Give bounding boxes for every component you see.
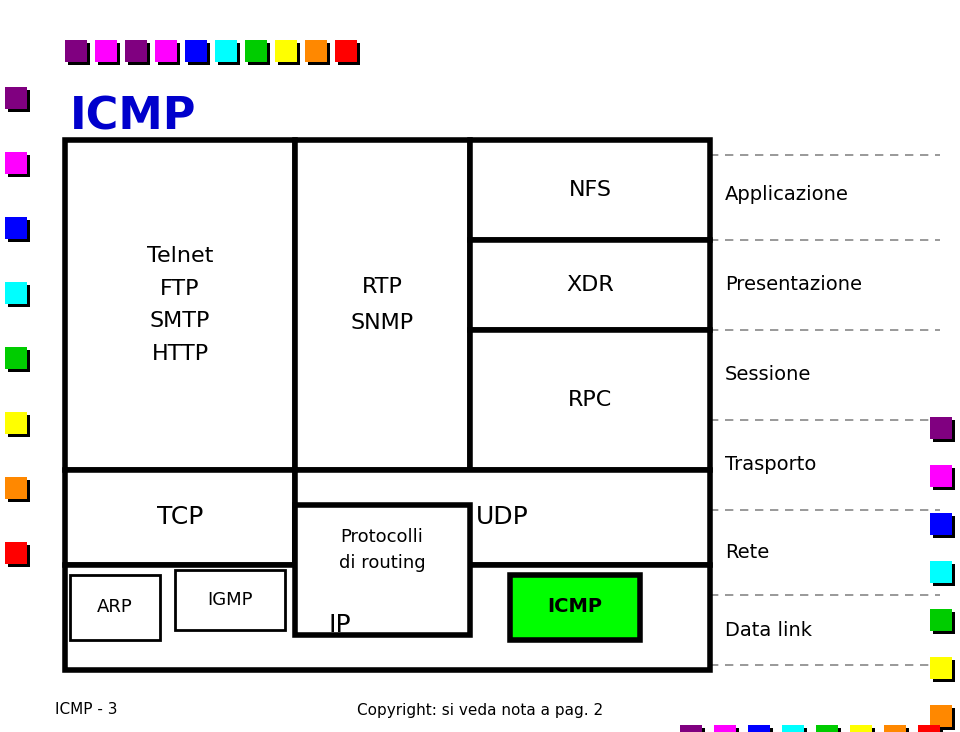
Bar bbox=[933, 708, 955, 730]
Text: Rete: Rete bbox=[725, 543, 769, 562]
Text: ICMP - 3: ICMP - 3 bbox=[55, 703, 117, 717]
Bar bbox=[248, 43, 270, 65]
Bar bbox=[295, 140, 470, 470]
Bar bbox=[8, 350, 30, 372]
Bar bbox=[819, 728, 841, 732]
Bar bbox=[278, 43, 300, 65]
Text: Presentazione: Presentazione bbox=[725, 275, 862, 294]
Bar bbox=[816, 725, 838, 732]
Bar bbox=[65, 140, 295, 470]
Bar bbox=[510, 575, 640, 640]
Bar bbox=[930, 417, 952, 439]
Bar bbox=[5, 217, 27, 239]
Text: UDP: UDP bbox=[475, 505, 528, 529]
Bar bbox=[65, 565, 710, 670]
Bar bbox=[850, 725, 872, 732]
Bar bbox=[8, 480, 30, 502]
Bar bbox=[853, 728, 875, 732]
Bar bbox=[5, 412, 27, 434]
Bar bbox=[5, 152, 27, 174]
Bar bbox=[128, 43, 150, 65]
Text: NFS: NFS bbox=[568, 180, 612, 200]
Bar bbox=[8, 415, 30, 437]
Bar bbox=[680, 725, 702, 732]
Bar bbox=[308, 43, 330, 65]
Text: IGMP: IGMP bbox=[207, 591, 252, 609]
Bar bbox=[215, 40, 237, 62]
Bar bbox=[884, 725, 906, 732]
Bar bbox=[8, 220, 30, 242]
Bar bbox=[65, 40, 87, 62]
Bar bbox=[717, 728, 739, 732]
Bar bbox=[8, 90, 30, 112]
Text: IP: IP bbox=[328, 613, 351, 637]
Text: ICMP: ICMP bbox=[70, 95, 197, 138]
Bar bbox=[175, 570, 285, 630]
Text: XDR: XDR bbox=[566, 275, 613, 295]
Bar bbox=[65, 470, 295, 565]
Bar bbox=[470, 140, 710, 240]
Bar bbox=[8, 285, 30, 307]
Text: RPC: RPC bbox=[568, 390, 612, 410]
Bar bbox=[5, 347, 27, 369]
Bar bbox=[245, 40, 267, 62]
Bar bbox=[785, 728, 807, 732]
Bar bbox=[275, 40, 297, 62]
Bar bbox=[8, 545, 30, 567]
Bar bbox=[470, 330, 710, 470]
Bar bbox=[930, 609, 952, 631]
Bar bbox=[933, 660, 955, 682]
Bar bbox=[930, 705, 952, 727]
Bar bbox=[930, 657, 952, 679]
Bar bbox=[5, 282, 27, 304]
Bar bbox=[5, 87, 27, 109]
Bar bbox=[305, 40, 327, 62]
Bar bbox=[8, 155, 30, 177]
Bar bbox=[748, 725, 770, 732]
Bar bbox=[930, 561, 952, 583]
Bar bbox=[295, 505, 470, 635]
Bar bbox=[930, 513, 952, 535]
Text: TCP: TCP bbox=[156, 505, 204, 529]
Text: ARP: ARP bbox=[97, 598, 132, 616]
Bar bbox=[933, 516, 955, 538]
Text: Telnet
FTP
SMTP
HTTP: Telnet FTP SMTP HTTP bbox=[147, 246, 213, 365]
Bar bbox=[70, 575, 160, 640]
Bar bbox=[98, 43, 120, 65]
Bar bbox=[714, 725, 736, 732]
Bar bbox=[470, 240, 710, 330]
Text: RTP
SNMP: RTP SNMP bbox=[350, 277, 414, 333]
Text: Copyright: si veda nota a pag. 2: Copyright: si veda nota a pag. 2 bbox=[357, 703, 603, 717]
Bar bbox=[188, 43, 210, 65]
Bar bbox=[918, 725, 940, 732]
Bar bbox=[887, 728, 909, 732]
Bar bbox=[335, 40, 357, 62]
Bar bbox=[158, 43, 180, 65]
Bar bbox=[95, 40, 117, 62]
Bar bbox=[185, 40, 207, 62]
Bar bbox=[933, 468, 955, 490]
Bar bbox=[5, 542, 27, 564]
Text: Protocolli
di routing: Protocolli di routing bbox=[339, 529, 425, 572]
Bar bbox=[782, 725, 804, 732]
Bar bbox=[933, 564, 955, 586]
Text: Sessione: Sessione bbox=[725, 365, 811, 384]
Text: ICMP: ICMP bbox=[547, 597, 603, 616]
Text: Applicazione: Applicazione bbox=[725, 185, 849, 204]
Bar bbox=[751, 728, 773, 732]
Text: Data link: Data link bbox=[725, 621, 812, 640]
Bar bbox=[338, 43, 360, 65]
Bar bbox=[295, 470, 710, 565]
Bar bbox=[68, 43, 90, 65]
Bar bbox=[930, 465, 952, 487]
Bar bbox=[683, 728, 705, 732]
Bar bbox=[125, 40, 147, 62]
Text: Trasporto: Trasporto bbox=[725, 455, 816, 474]
Bar bbox=[933, 612, 955, 634]
Bar bbox=[218, 43, 240, 65]
Bar bbox=[5, 477, 27, 499]
Bar bbox=[933, 420, 955, 442]
Bar bbox=[921, 728, 943, 732]
Bar bbox=[155, 40, 177, 62]
